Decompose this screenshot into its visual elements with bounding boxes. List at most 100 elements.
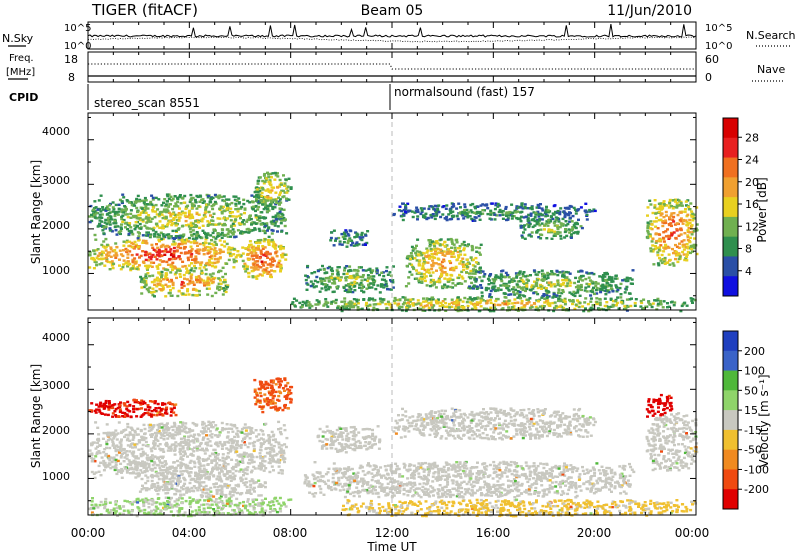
heatmap-cell [693, 237, 696, 240]
heatmap-cell [427, 301, 431, 305]
heatmap-cell [131, 214, 135, 218]
heatmap-cell [516, 285, 520, 289]
heatmap-cell [232, 253, 236, 256]
heatmap-cell [206, 224, 210, 227]
heatmap-cell [190, 258, 194, 261]
heatmap-cell [270, 176, 273, 179]
heatmap-cell [416, 210, 419, 213]
heatmap-cell [491, 285, 495, 288]
heatmap-cell [501, 275, 505, 278]
heatmap-cell [541, 279, 545, 282]
heatmap-cell [576, 232, 580, 235]
heatmap-cell [655, 246, 659, 249]
heatmap-cell [150, 291, 154, 294]
heatmap-cell [452, 255, 456, 258]
heatmap-cell [111, 444, 115, 447]
heatmap-cell [500, 210, 504, 213]
heatmap-cell [171, 229, 175, 233]
heatmap-cell [595, 292, 599, 295]
heatmap-cell [113, 465, 117, 468]
heatmap-cell [426, 268, 430, 272]
heatmap-cell [372, 283, 376, 286]
heatmap-cell [649, 303, 653, 306]
heatmap-cell [552, 292, 556, 296]
heatmap-cell [278, 193, 282, 196]
heatmap-cell [193, 259, 197, 262]
heatmap-cell [270, 446, 274, 449]
heatmap-cell [642, 298, 646, 301]
heatmap-cell [476, 262, 480, 265]
heatmap-cell [510, 278, 514, 281]
heatmap-cell [229, 230, 233, 233]
heatmap-cell [578, 276, 582, 280]
heatmap-cell [224, 290, 228, 294]
heatmap-cell [646, 236, 650, 240]
heatmap-cell [419, 212, 423, 216]
heatmap-cell [216, 468, 219, 471]
heatmap-cell [231, 211, 234, 214]
heatmap-cell [184, 465, 188, 468]
heatmap-cell [511, 288, 514, 291]
heatmap-cell [218, 194, 222, 197]
heatmap-cell [194, 225, 198, 228]
heatmap-cell [540, 218, 544, 221]
heatmap-cell [325, 271, 329, 274]
heatmap-cell [405, 305, 408, 309]
heatmap-cell [367, 286, 371, 289]
heatmap-cell [212, 248, 216, 252]
heatmap-cell [402, 214, 406, 217]
heatmap-cell [441, 305, 445, 308]
heatmap-cell [670, 205, 674, 208]
heatmap-cell [270, 238, 274, 242]
heatmap-cell [244, 247, 248, 250]
heatmap-cell [232, 258, 236, 261]
heatmap-cell [229, 254, 233, 257]
heatmap-cell [230, 201, 234, 205]
heatmap-cell [526, 223, 530, 226]
heatmap-cell [345, 265, 349, 268]
heatmap-cell [369, 275, 373, 278]
heatmap-cell [241, 461, 245, 464]
heatmap-cell [518, 217, 522, 221]
heatmap-cell [204, 210, 208, 214]
heatmap-cell [125, 221, 129, 225]
heatmap-cell [133, 200, 137, 203]
heatmap-cell [117, 451, 121, 454]
heatmap-cell [534, 291, 538, 294]
heatmap-cell [120, 217, 124, 221]
heatmap-cell [549, 285, 553, 288]
heatmap-cell [218, 459, 222, 462]
heatmap-cell [135, 267, 139, 271]
heatmap-cell [671, 262, 675, 265]
heatmap-cell [435, 214, 438, 217]
heatmap-cell [654, 245, 657, 248]
heatmap-cell [502, 300, 506, 303]
heatmap-cell [595, 287, 599, 290]
heatmap-cell [672, 212, 676, 215]
heatmap-cell [141, 220, 145, 223]
heatmap-cell [145, 242, 149, 245]
heatmap-cell [449, 273, 453, 277]
heatmap-cell [342, 307, 346, 310]
heatmap-cell [551, 296, 555, 299]
heatmap-cell [239, 222, 243, 226]
heatmap-cell [497, 210, 501, 214]
heatmap-cell [481, 209, 485, 212]
heatmap-cell [144, 239, 148, 243]
heatmap-cell [408, 300, 412, 303]
heatmap-cell [398, 305, 402, 308]
heatmap-cell [695, 206, 699, 209]
heatmap-cell [412, 266, 415, 270]
heatmap-cell [429, 249, 433, 252]
heatmap-cell [101, 229, 105, 232]
heatmap-cell [462, 268, 466, 272]
heatmap-cell [473, 272, 477, 275]
heatmap-cell [188, 200, 192, 204]
heatmap-cell [114, 256, 118, 259]
heatmap-cell [592, 272, 596, 276]
heatmap-cell [164, 295, 168, 298]
heatmap-cell [266, 198, 270, 201]
heatmap-cell [198, 226, 201, 229]
heatmap-cell [187, 240, 191, 243]
heatmap-cell [438, 244, 442, 247]
